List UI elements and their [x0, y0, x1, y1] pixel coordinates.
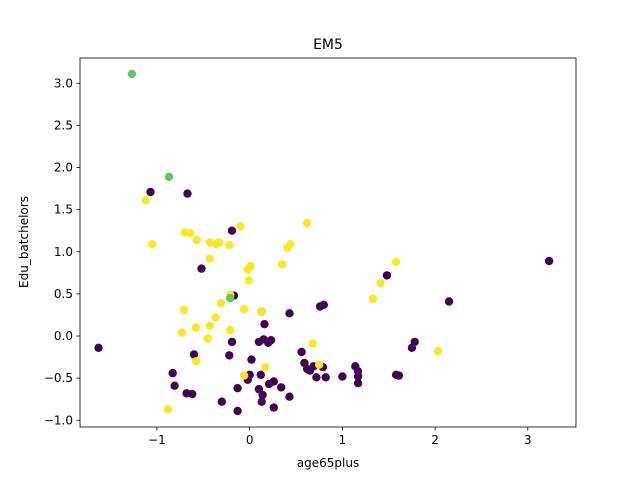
data-point — [444, 297, 454, 306]
y-tick-label: 0.0 — [54, 329, 73, 343]
y-tick-label: 2.5 — [54, 118, 73, 132]
data-point — [269, 403, 278, 412]
data-point — [216, 299, 226, 308]
data-point — [410, 337, 419, 347]
x-tick-label: −1 — [148, 433, 166, 447]
data-point — [266, 336, 276, 345]
data-point — [211, 313, 220, 322]
data-point — [297, 347, 306, 357]
data-point — [94, 343, 103, 352]
data-point — [203, 334, 213, 343]
data-point — [302, 218, 312, 228]
data-point — [321, 373, 330, 382]
data-point — [226, 293, 235, 303]
data-point — [148, 240, 157, 249]
y-axis-label: Edu_batchelors — [17, 196, 31, 288]
data-point — [257, 397, 266, 406]
data-point — [338, 372, 347, 381]
data-point — [277, 383, 286, 392]
data-point — [205, 238, 214, 247]
y-tick-label: −1.0 — [44, 413, 73, 427]
x-tick-label: 0 — [246, 433, 254, 447]
points-layer — [94, 69, 554, 416]
data-point — [315, 360, 324, 369]
data-point — [227, 226, 237, 235]
x-axis: −1 0 1 2 3 — [148, 427, 532, 447]
data-point — [239, 304, 249, 314]
data-point — [239, 371, 249, 380]
data-point — [163, 405, 173, 414]
data-point — [247, 355, 256, 364]
data-point — [285, 392, 294, 401]
data-point — [286, 240, 295, 249]
data-point — [191, 357, 201, 366]
data-point — [285, 309, 294, 318]
data-point — [394, 371, 404, 380]
data-point — [146, 187, 155, 197]
data-point — [205, 321, 214, 331]
data-point — [368, 294, 378, 304]
data-point — [433, 347, 443, 356]
data-point — [233, 384, 242, 393]
x-tick-label: 1 — [339, 433, 347, 447]
data-point — [127, 69, 137, 79]
data-point — [214, 238, 224, 247]
data-point — [225, 240, 234, 250]
data-point — [189, 350, 199, 359]
data-point — [353, 372, 363, 381]
y-axis: −1.0 −0.5 0.0 0.5 1.0 1.5 2.0 2.5 3.0 — [44, 76, 80, 427]
data-point — [277, 260, 287, 269]
y-tick-label: 1.5 — [54, 203, 73, 217]
data-point — [179, 305, 188, 315]
data-point — [197, 264, 206, 273]
data-point — [353, 379, 363, 388]
data-point — [236, 222, 245, 231]
data-point — [308, 339, 317, 348]
x-tick-label: 3 — [524, 433, 532, 447]
data-point — [168, 368, 177, 378]
x-axis-label: age65plus — [297, 456, 359, 470]
x-tick-label: 2 — [431, 433, 439, 447]
data-point — [391, 257, 401, 267]
data-point — [186, 229, 195, 238]
data-point — [269, 377, 278, 386]
data-point — [246, 261, 255, 271]
data-point — [257, 307, 266, 316]
data-point — [312, 373, 321, 382]
data-point — [382, 271, 392, 280]
y-tick-label: 0.5 — [54, 287, 73, 301]
data-point — [188, 389, 197, 399]
data-point — [261, 363, 270, 372]
data-point — [164, 172, 174, 181]
data-point — [227, 337, 237, 347]
data-point — [233, 406, 242, 416]
data-point — [183, 189, 192, 198]
data-point — [376, 278, 385, 288]
data-point — [256, 370, 265, 379]
chart-title: EM5 — [313, 37, 343, 53]
data-point — [225, 351, 234, 360]
data-point — [191, 323, 201, 332]
data-point — [544, 256, 554, 266]
data-point — [260, 320, 269, 329]
y-tick-label: −0.5 — [44, 371, 73, 385]
data-point — [192, 235, 201, 245]
data-point — [170, 381, 179, 390]
y-tick-label: 1.0 — [54, 245, 73, 259]
data-point — [177, 328, 187, 337]
plot-frame — [79, 57, 577, 428]
data-point — [205, 254, 214, 263]
data-point — [244, 276, 253, 285]
data-point — [141, 196, 150, 205]
data-point — [226, 325, 235, 335]
data-point — [319, 300, 328, 309]
data-point — [217, 397, 226, 406]
y-tick-label: 2.0 — [54, 161, 73, 175]
data-point — [258, 390, 267, 400]
y-tick-label: 3.0 — [54, 76, 73, 90]
